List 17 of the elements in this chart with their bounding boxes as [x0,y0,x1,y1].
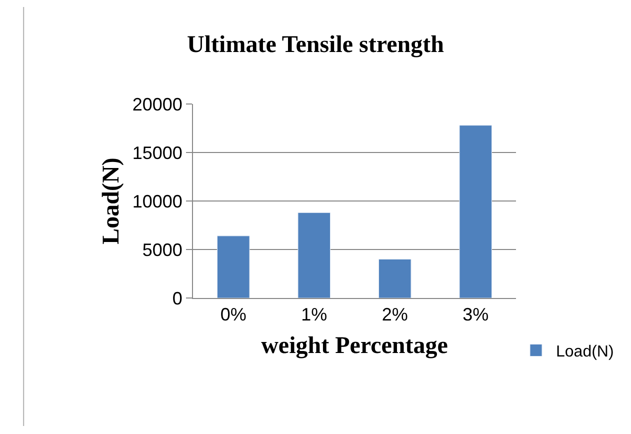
chart-title: Ultimate Tensile strength [187,32,444,58]
y-tick-label: 20000 [132,94,182,114]
x-axis-title: weight Percentage [261,332,448,359]
bar [216,236,250,298]
bar [378,258,412,298]
y-tick-label: 10000 [132,191,182,212]
y-axis-title: Load(N) [98,158,124,244]
x-tick-label: 3% [462,304,489,325]
x-tick-label: 0% [220,304,246,325]
x-tick-label: 2% [382,304,408,325]
bar [298,212,331,298]
y-tick-label: 5000 [142,240,182,260]
y-tick-label: 15000 [132,142,182,163]
bar [459,125,492,298]
y-tick-label: 0 [172,288,182,308]
x-tick-label: 1% [301,304,328,325]
legend-label: Load(N) [556,344,614,361]
